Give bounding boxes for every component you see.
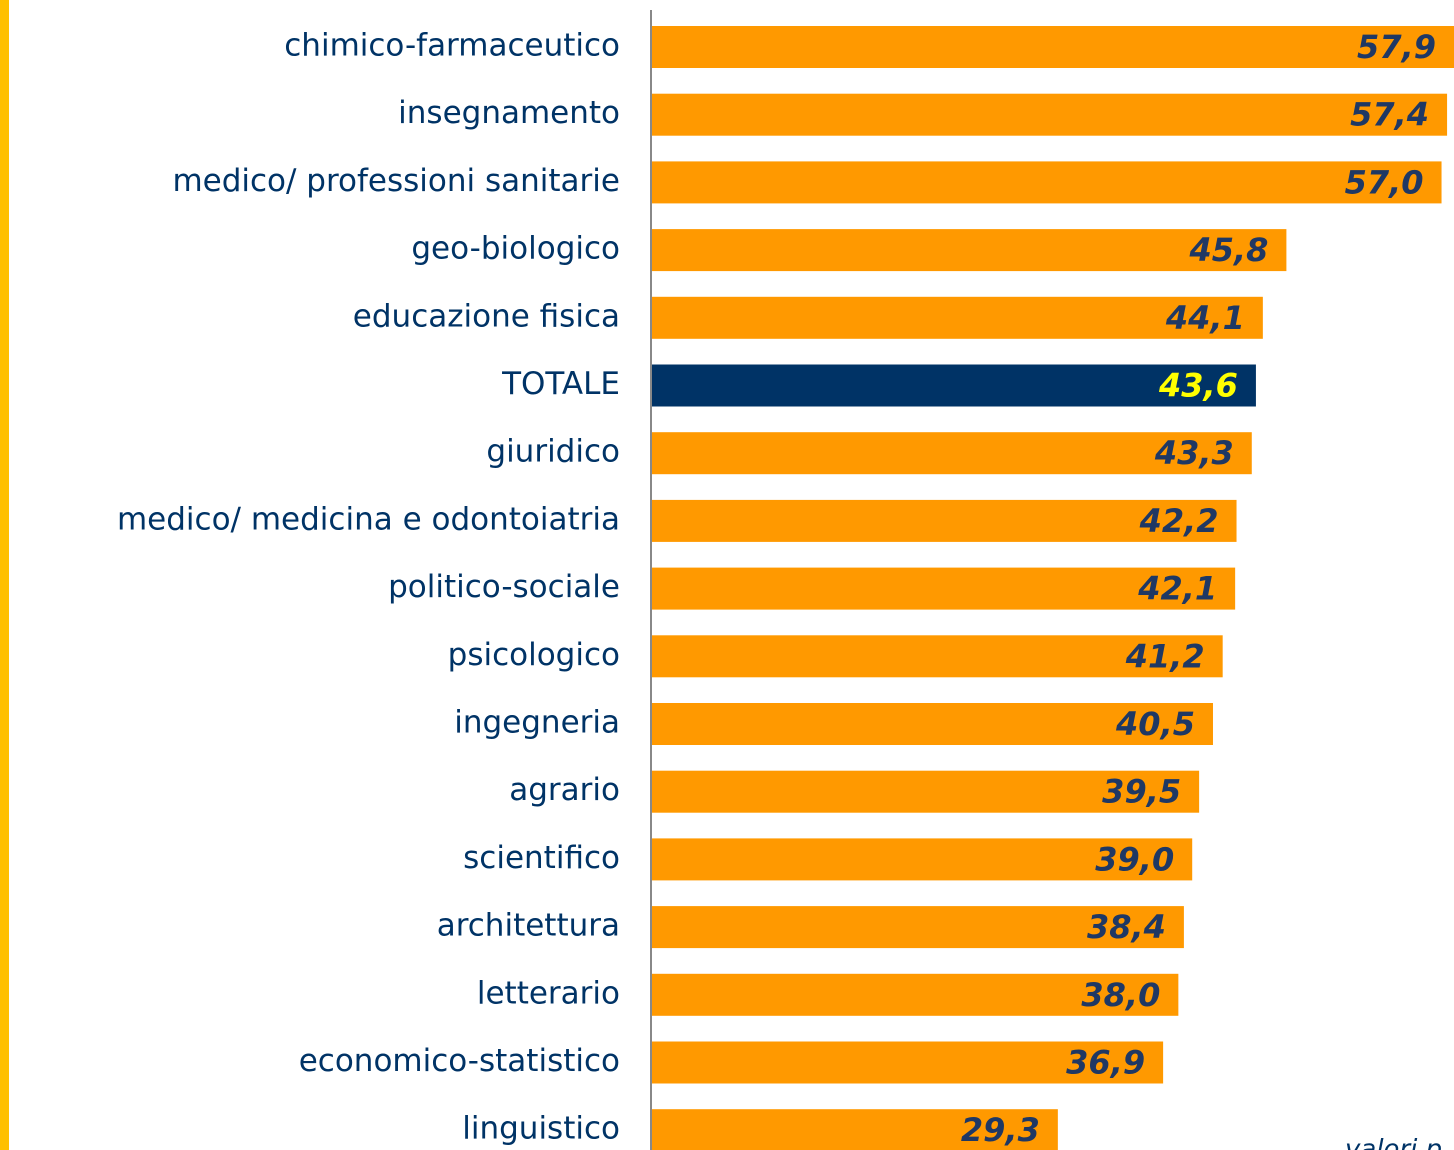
category-label: ingegneria [454,705,620,741]
value-label: 42,1 [1137,570,1217,608]
bar [652,1109,1058,1150]
bar [652,364,1256,407]
value-label: 39,5 [1102,773,1181,811]
category-label: TOTALE [501,366,620,402]
value-label: 57,4 [1350,96,1429,134]
value-label: 41,2 [1125,637,1205,675]
category-label: giuridico [486,434,620,470]
bar [652,93,1448,136]
value-label: 38,4 [1087,908,1166,946]
value-label: 38,0 [1081,976,1160,1014]
category-label: chimico-farmaceutico [284,28,620,64]
bar [652,703,1213,745]
bar [652,770,1200,813]
category-label: letterario [477,975,620,1011]
bar [652,296,1263,339]
value-label: 40,5 [1115,705,1195,743]
side-strip [0,0,9,1150]
category-label: educazione fisica [353,298,620,334]
category-label: scientifico [463,840,620,876]
value-label: 57,9 [1357,28,1436,66]
bar [652,635,1223,678]
category-label: medico/ medicina e odontoiatria [117,501,620,537]
value-label: 43,3 [1154,434,1234,472]
category-label: geo-biologico [411,231,620,267]
value-label: 45,8 [1188,231,1268,269]
bar [652,26,1454,68]
value-label: 57,0 [1345,163,1424,201]
value-label: 43,6 [1158,367,1238,405]
value-label: 44,1 [1165,299,1245,337]
bar [652,229,1287,272]
bar [652,432,1252,475]
category-label: economico-statistico [299,1043,620,1079]
bar [652,1041,1164,1084]
category-label: politico-sociale [388,569,620,605]
note: valori p [1345,1135,1442,1150]
value-label: 29,3 [961,1111,1040,1149]
category-label: psicologico [448,637,620,673]
category-label: agrario [509,772,620,808]
value-label: 42,2 [1139,502,1219,540]
category-label: linguistico [462,1111,620,1147]
bar [652,161,1442,204]
value-label: 36,9 [1066,1044,1145,1082]
bar [652,567,1236,610]
value-label: 39,0 [1095,840,1174,878]
category-label: insegnamento [398,95,620,131]
category-label: architettura [437,908,620,944]
category-label: medico/ professioni sanitarie [172,163,620,199]
bar [652,838,1193,881]
bar [652,906,1184,949]
bar [652,499,1237,542]
bar [652,973,1179,1016]
